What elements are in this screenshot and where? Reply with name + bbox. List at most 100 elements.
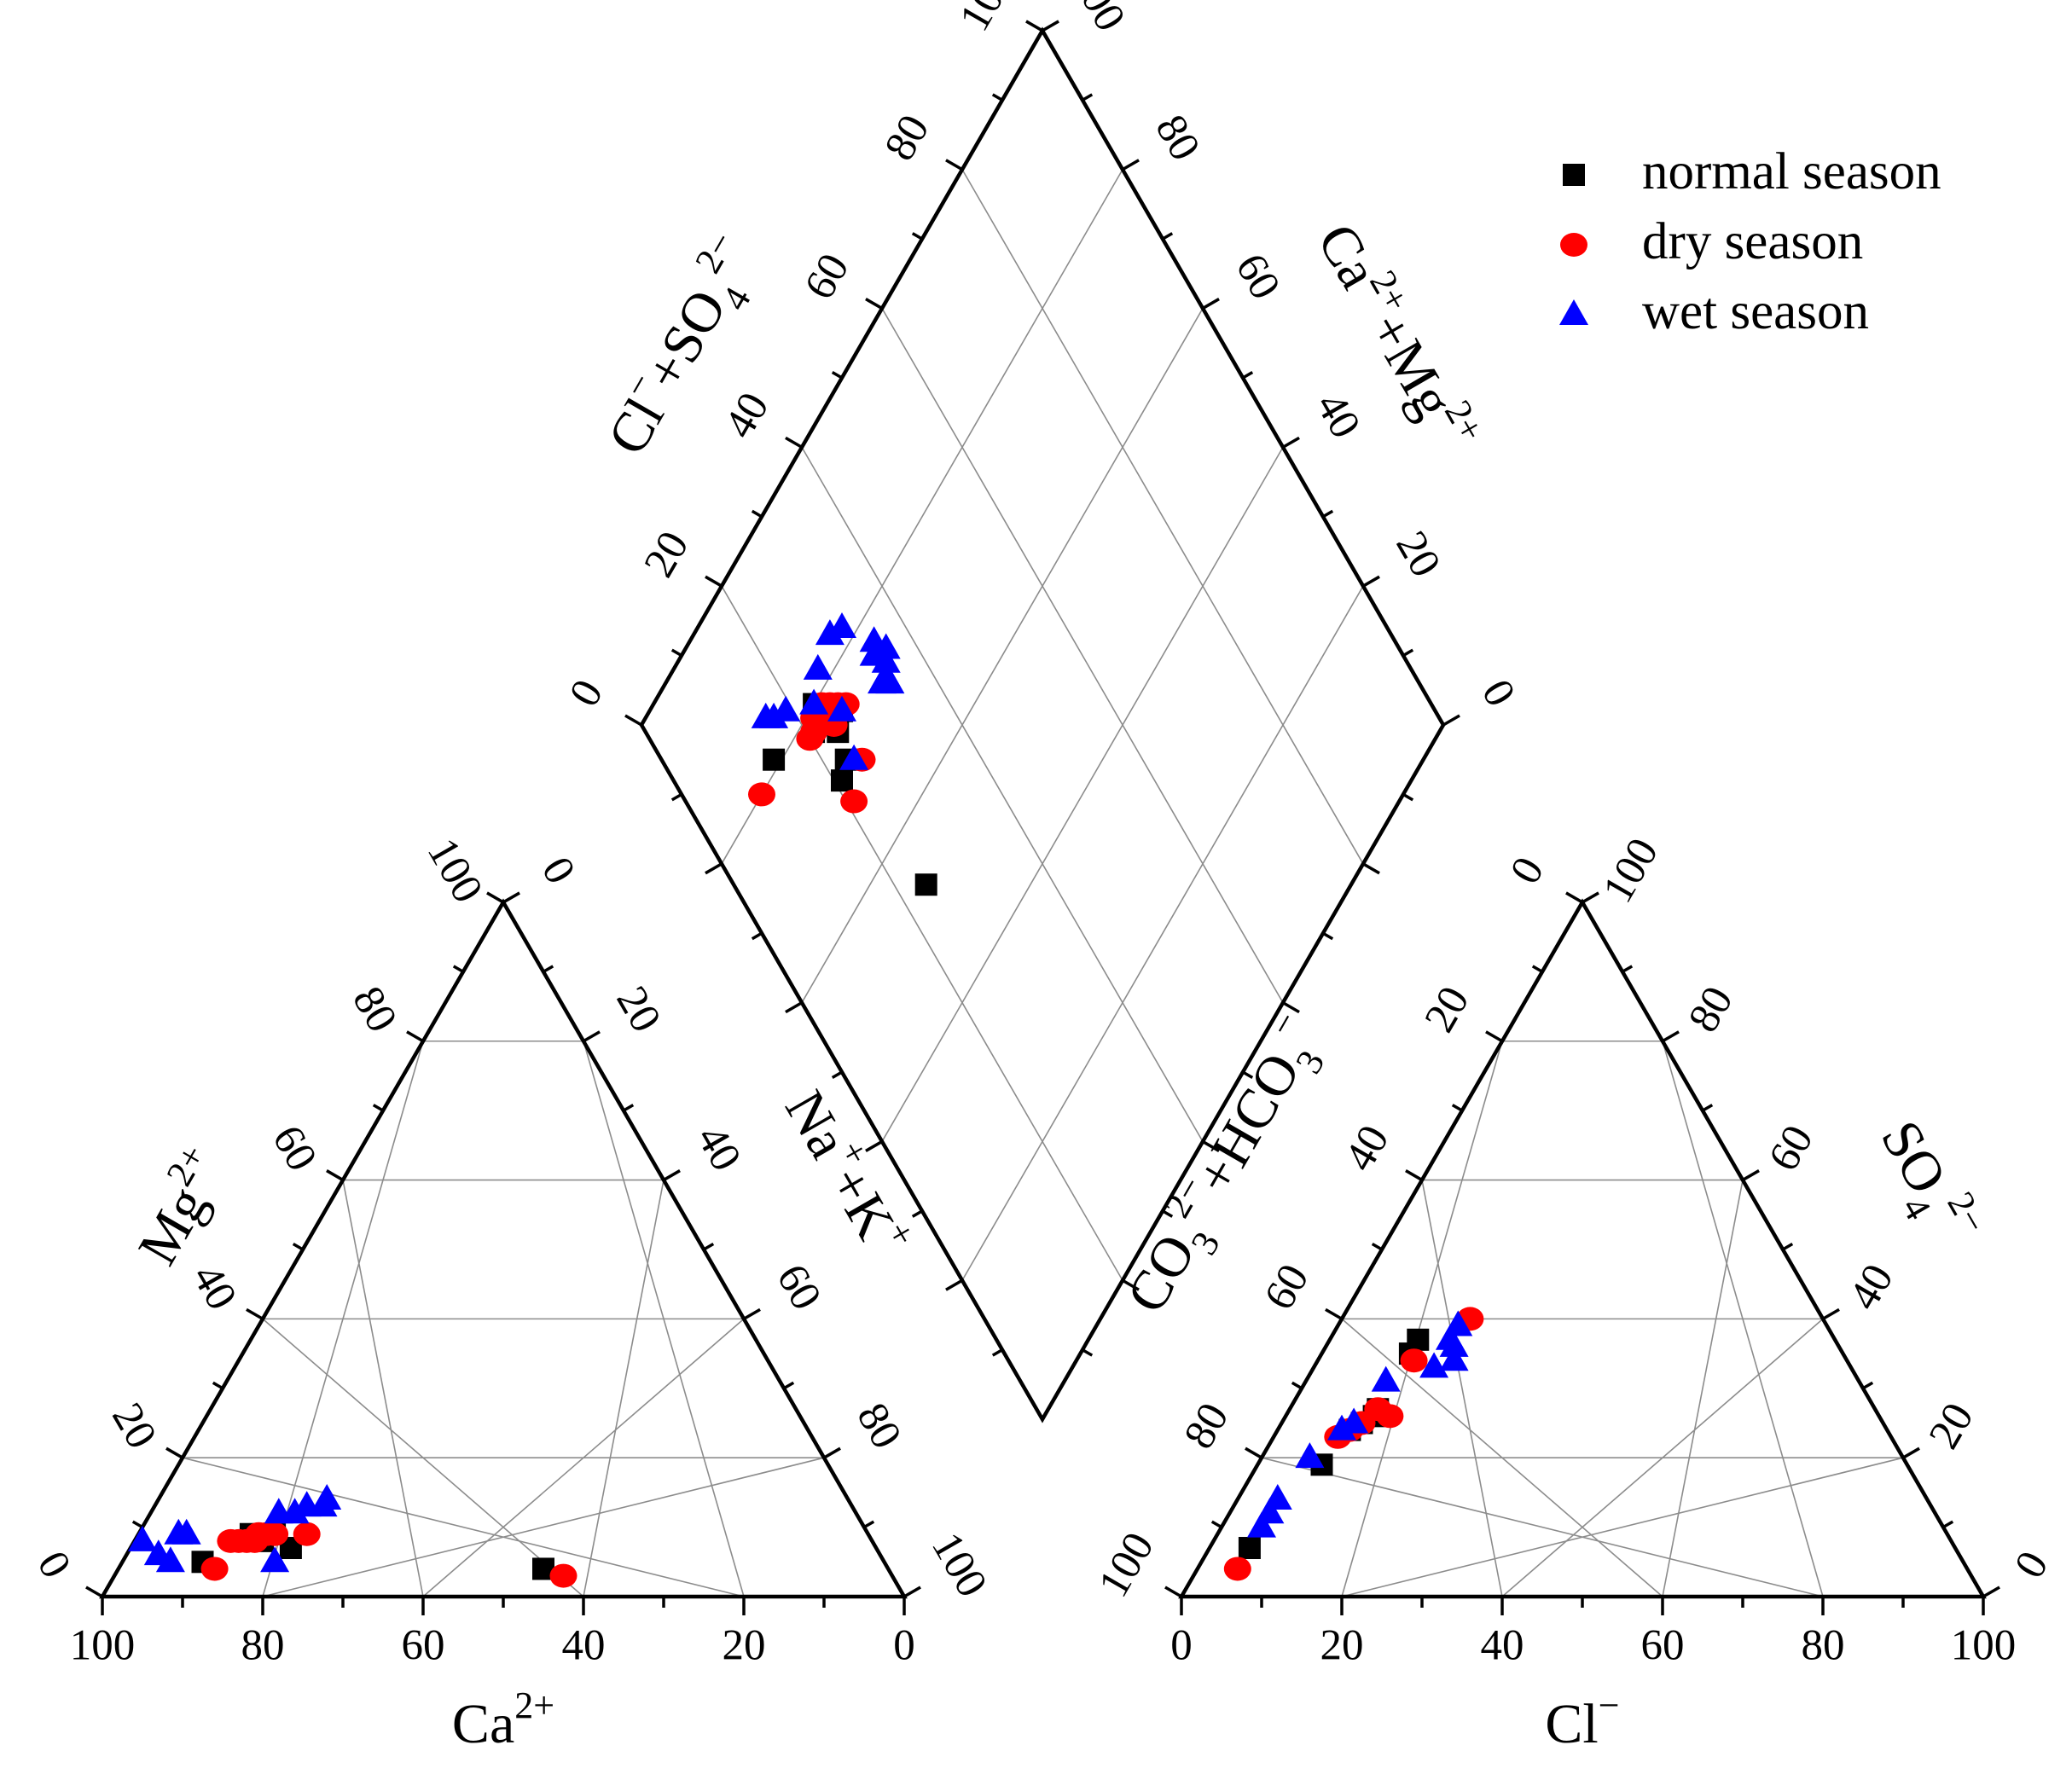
tick-mark <box>1322 931 1334 941</box>
diamond-point-wet <box>827 695 856 722</box>
tick-label: 40 <box>562 1622 606 1670</box>
tick-mark <box>1702 1104 1714 1112</box>
tick-mark <box>705 575 723 588</box>
diamond-point-wet <box>803 653 833 680</box>
tick-mark <box>623 1104 635 1112</box>
tick-mark <box>1362 575 1380 588</box>
tick-mark <box>1322 509 1334 519</box>
cation-point-wet <box>128 1525 157 1551</box>
tick-mark <box>663 1169 681 1182</box>
tick-label: 20 <box>102 1395 165 1457</box>
grid-line <box>422 1318 745 1597</box>
tick-label: 60 <box>1256 1256 1319 1318</box>
tick-mark <box>1202 1139 1220 1152</box>
tick-mark <box>326 1169 344 1182</box>
anion-point-dry <box>1223 1557 1251 1581</box>
tick-mark <box>624 714 642 727</box>
anion-point-wet <box>1247 1511 1276 1538</box>
tick-mark <box>292 1242 304 1251</box>
tick-mark <box>903 1586 921 1598</box>
tick-label: 40 <box>1336 1117 1399 1179</box>
diamond-point-wet <box>827 612 856 639</box>
tick-mark <box>1202 298 1220 310</box>
cation-mg-title: Mg2+ <box>119 1137 240 1275</box>
tick-label: 0 <box>532 849 584 892</box>
tick-label: 0 <box>1472 672 1524 715</box>
grid-line <box>801 446 1204 1142</box>
tick-mark <box>1245 1446 1262 1459</box>
tick-label: 0 <box>893 1622 915 1670</box>
tick-mark <box>1122 1278 1140 1291</box>
tick-mark <box>1162 1209 1174 1218</box>
grid-line <box>342 1180 424 1597</box>
diamond-point-normal <box>914 873 937 896</box>
tick-mark <box>783 1381 795 1390</box>
anion-point-wet <box>1419 1352 1449 1378</box>
tick-label: 60 <box>1641 1622 1685 1670</box>
tick-label: 20 <box>1320 1622 1364 1670</box>
tick-label: 0 <box>27 1544 79 1586</box>
tick-label: 80 <box>847 1395 910 1457</box>
tick-mark <box>1862 1381 1874 1390</box>
tick-mark <box>743 1307 761 1320</box>
tick-label: 60 <box>1760 1117 1823 1179</box>
tick-mark <box>945 159 963 171</box>
diamond-point-wet <box>771 695 801 722</box>
tick-label: 80 <box>1802 1622 1845 1670</box>
anion-point-wet <box>1435 1324 1465 1350</box>
tick-mark <box>1162 232 1174 241</box>
tick-label: 100 <box>1060 0 1135 39</box>
diamond-point-normal <box>763 748 786 771</box>
diamond-point-wet <box>839 744 869 770</box>
grid-line <box>961 169 1364 865</box>
tick-mark <box>991 1348 1003 1357</box>
anion-point-dry <box>1376 1404 1404 1429</box>
tick-mark <box>1210 1520 1222 1529</box>
tick-mark <box>1164 1586 1182 1598</box>
grid-line <box>182 1457 745 1597</box>
tick-mark <box>1282 1001 1300 1014</box>
tick-label: 80 <box>343 979 406 1041</box>
grid-line <box>881 308 1284 1004</box>
tick-label: 60 <box>1226 246 1289 307</box>
tick-label: 40 <box>1840 1256 1903 1318</box>
tick-label: 80 <box>241 1622 285 1670</box>
tick-mark <box>751 509 763 519</box>
cation-triangle-frame <box>99 898 908 1599</box>
tick-mark <box>1451 1104 1463 1112</box>
tick-mark <box>945 1278 963 1291</box>
grid-line <box>721 585 1123 1281</box>
grid-line <box>1501 1318 1824 1597</box>
anion-triangle-frame <box>1178 898 1987 1599</box>
cation-point-wet <box>155 1546 185 1573</box>
tick-mark <box>1082 1348 1094 1357</box>
tick-marks <box>85 20 2000 1615</box>
tick-label: 20 <box>1416 979 1479 1041</box>
tick-mark <box>1742 1169 1760 1182</box>
grid-line <box>961 585 1364 1281</box>
tick-mark <box>1371 1242 1383 1251</box>
diamond-point-wet <box>799 688 829 715</box>
tick-mark <box>1782 1242 1794 1251</box>
tick-mark <box>911 232 923 241</box>
tick-label: 20 <box>636 524 699 585</box>
legend-marker-dry <box>1560 233 1587 257</box>
tick-label: 100 <box>418 831 492 911</box>
grid-line <box>881 446 1284 1142</box>
legend-label-wet: wet season <box>1642 283 1869 340</box>
tick-mark <box>486 891 504 904</box>
grid-line <box>262 1457 825 1597</box>
legend-label-normal: normal season <box>1642 143 1941 200</box>
grid-line <box>1421 1180 1503 1597</box>
tick-mark <box>911 1209 923 1218</box>
tick-label: 20 <box>1920 1395 1983 1457</box>
tick-mark <box>1082 93 1094 101</box>
tick-mark <box>865 1139 883 1152</box>
tick-mark <box>212 1381 223 1390</box>
tick-mark <box>1362 862 1380 875</box>
tick-mark <box>246 1307 264 1320</box>
tick-mark <box>1242 370 1254 380</box>
anion-point-wet <box>1339 1407 1369 1434</box>
anion-point-dry <box>1400 1348 1428 1373</box>
grid-line <box>1341 1457 1904 1597</box>
